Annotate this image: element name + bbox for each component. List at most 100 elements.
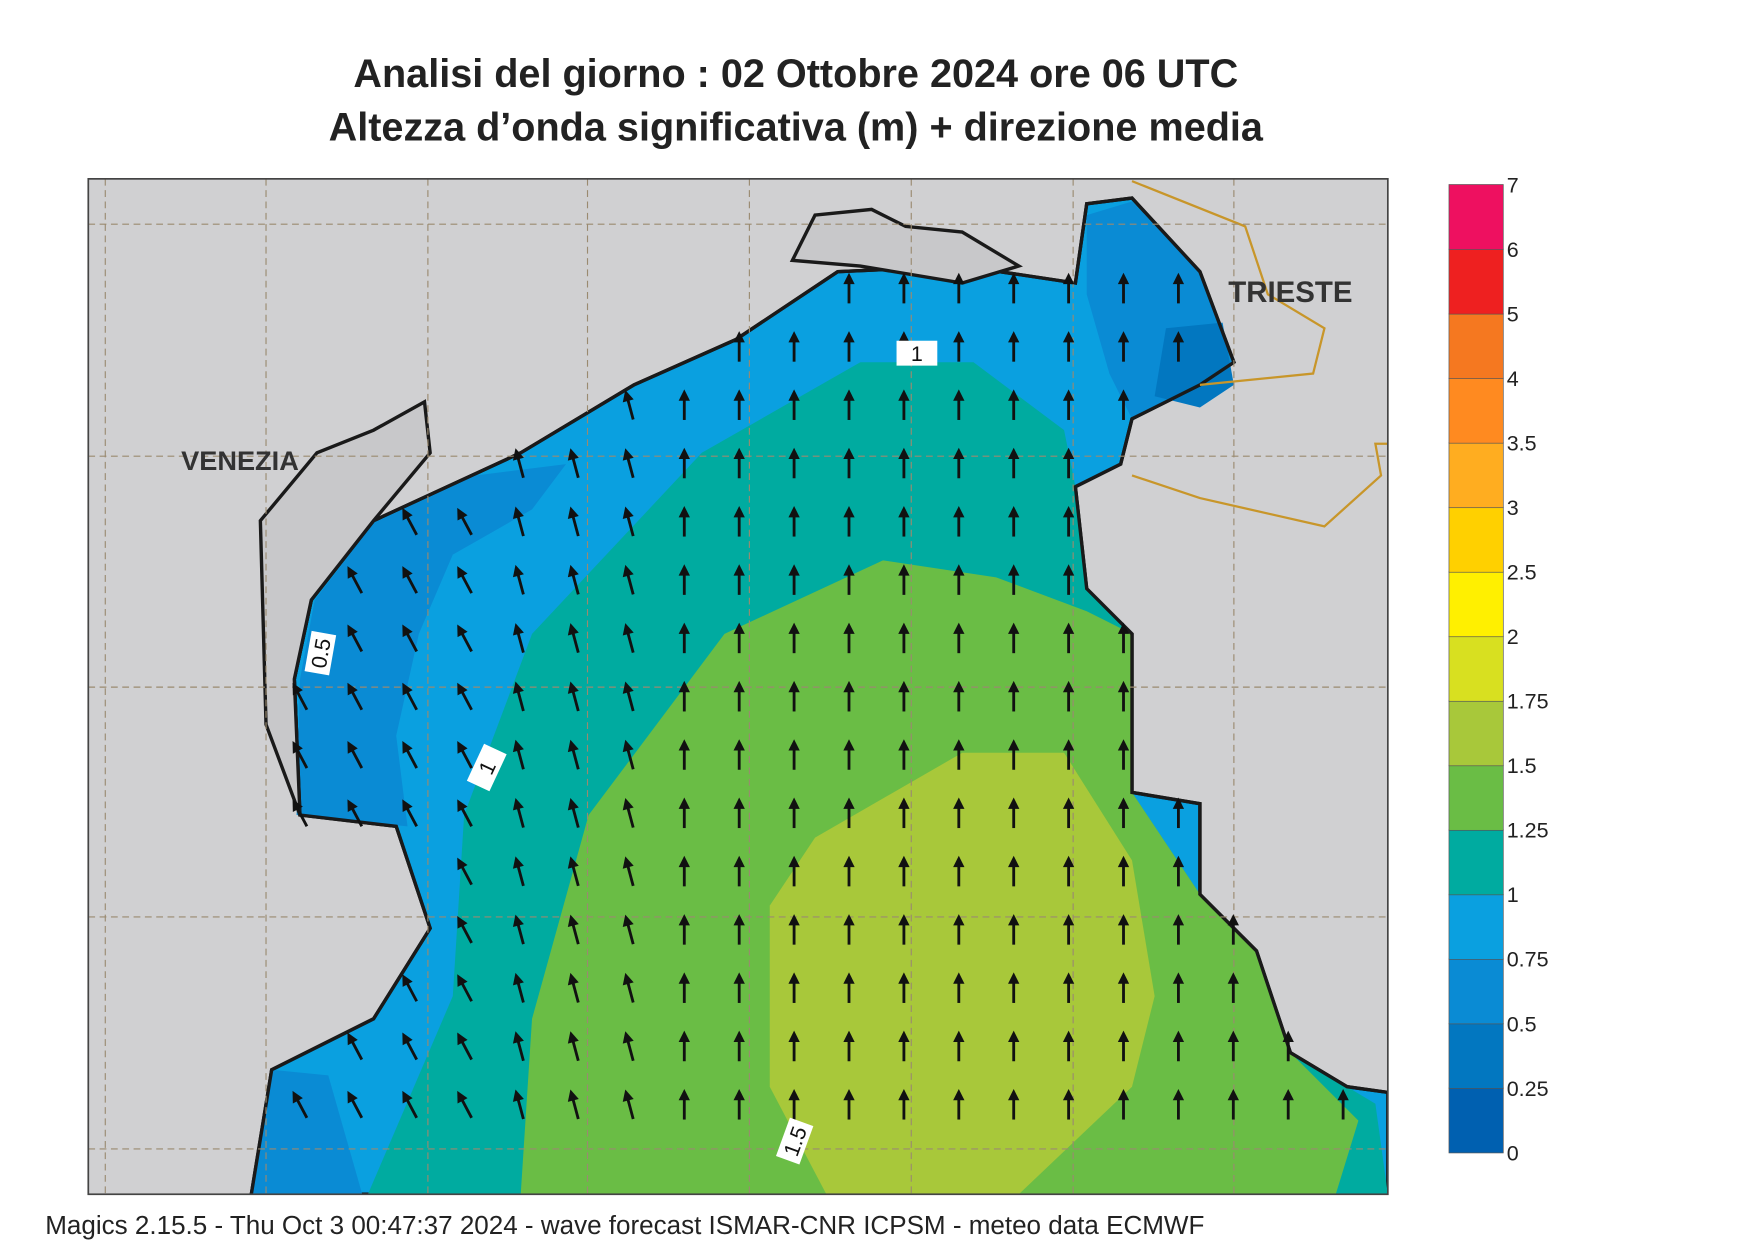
arrow-head (1337, 1088, 1349, 1101)
arrow (733, 389, 745, 420)
arrow-head (1062, 914, 1075, 926)
contour-value: 0.5 (307, 636, 336, 670)
arrow-head (1117, 680, 1130, 693)
arrow (898, 855, 910, 887)
arrow (843, 447, 855, 479)
arrow-head (1062, 797, 1075, 809)
arrow (953, 331, 965, 362)
arrow (567, 448, 580, 479)
legend-swatch (1448, 571, 1504, 638)
arrow (1062, 447, 1075, 479)
arrow (898, 564, 910, 595)
arrow-head (1008, 680, 1020, 693)
arrow (953, 1088, 965, 1120)
arrow-head (622, 739, 634, 753)
arrow (567, 856, 580, 887)
arrow (953, 739, 965, 770)
arrow (1008, 331, 1020, 362)
arrow-head (1008, 272, 1020, 285)
arrow (898, 272, 910, 304)
label-box (775, 1117, 814, 1165)
arrow (953, 622, 965, 654)
arrow (843, 1030, 855, 1062)
arrow (1008, 914, 1020, 945)
arrow-head (512, 798, 524, 811)
arrow-head (622, 914, 634, 928)
arrow (733, 680, 745, 712)
arrow-head (1062, 739, 1075, 751)
arrow (292, 1090, 309, 1119)
arrow-head (678, 972, 690, 984)
arrow-head (457, 1090, 468, 1104)
arrow (402, 507, 418, 536)
arrow-head (898, 447, 910, 460)
arrow-head (1227, 972, 1239, 984)
arrow-head (457, 857, 468, 871)
arrow-head (953, 972, 965, 984)
arrow-head (457, 624, 468, 638)
arrow (457, 507, 473, 536)
arrow-head (1062, 1030, 1075, 1043)
arrow (953, 564, 965, 595)
arrow-head (843, 1088, 855, 1101)
arrow (1117, 622, 1130, 654)
legend-swatch (1448, 635, 1504, 702)
arrow (622, 623, 635, 654)
arrow-head (953, 331, 965, 343)
arrow (953, 855, 965, 887)
arrow (1008, 680, 1020, 712)
arrow (788, 331, 800, 362)
arrow-head (733, 506, 745, 518)
arrow-head (843, 914, 855, 926)
arrow (733, 1088, 745, 1120)
arrow (678, 389, 690, 420)
arrow (733, 564, 745, 595)
arrow-head (953, 506, 965, 518)
arrow (622, 856, 635, 887)
arrow (1227, 972, 1239, 1003)
arrow-head (1008, 331, 1020, 343)
arrow-head (843, 972, 855, 984)
arrow (1008, 1030, 1020, 1062)
arrow-head (733, 972, 745, 984)
arrow-head (788, 1088, 800, 1101)
arrow (567, 739, 580, 770)
arrow-head (1008, 1088, 1020, 1101)
arrow (1227, 1030, 1239, 1062)
legend-tick-label: 1 (1507, 883, 1519, 907)
arrow-head (1172, 797, 1185, 809)
arrow-head (1117, 855, 1130, 868)
arrow (843, 331, 855, 362)
arrow (953, 389, 965, 420)
sea-band (1154, 322, 1234, 408)
arrow (953, 914, 965, 945)
arrow (898, 914, 910, 945)
footer: Magics 2.15.5 - Thu Oct 3 00:47:37 2024 … (45, 1210, 1204, 1240)
arrow (788, 447, 800, 479)
arrow-head (567, 856, 579, 869)
arrow (1172, 272, 1185, 304)
arrow-head (1172, 914, 1185, 926)
arrow (567, 914, 580, 945)
arrow (567, 681, 580, 712)
arrow-head (788, 506, 800, 518)
arrow-head (457, 799, 468, 813)
arrow (457, 566, 473, 594)
arrow-head (567, 798, 579, 811)
arrow (402, 624, 418, 653)
arrow (1008, 564, 1020, 595)
contour-value: 1 (911, 342, 923, 366)
arrow-head (678, 797, 690, 809)
arrow-head (622, 798, 634, 811)
legend-swatch (1448, 764, 1504, 831)
arrow (567, 798, 580, 828)
arrow-head (567, 681, 579, 694)
arrow (402, 741, 418, 769)
legend-tick-label: 2.5 (1507, 561, 1537, 585)
arrow (1227, 1088, 1239, 1120)
arrow (678, 797, 690, 829)
arrow-head (733, 447, 745, 460)
arrow-head (567, 914, 579, 928)
arrow-head (898, 331, 910, 343)
legend-tick-label: 0.75 (1507, 948, 1549, 972)
